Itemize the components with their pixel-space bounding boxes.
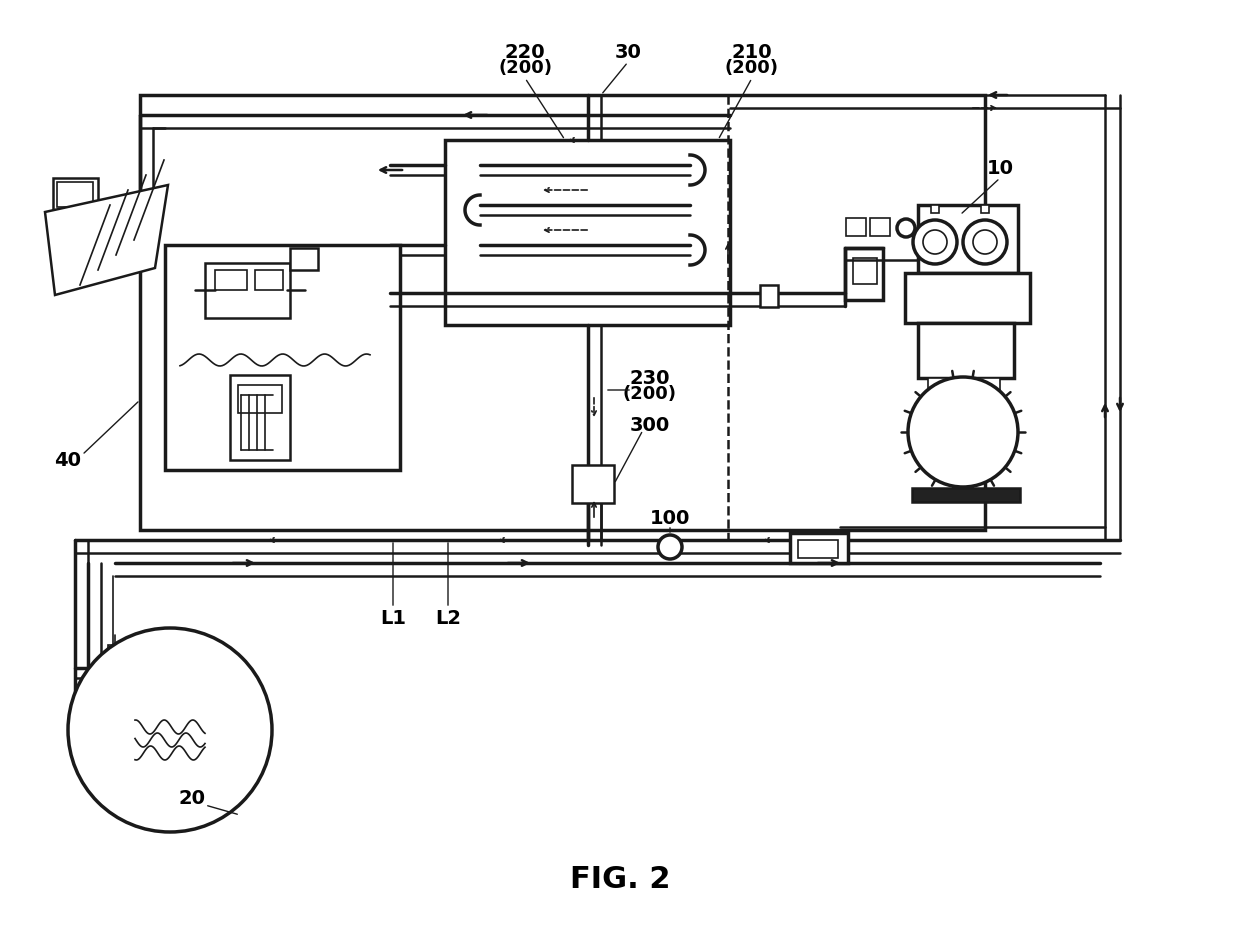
Text: 300: 300 — [630, 415, 670, 435]
Bar — [445, 140, 730, 325]
Bar — [290, 248, 317, 270]
Bar — [255, 270, 283, 290]
Text: FIG. 2: FIG. 2 — [569, 866, 671, 895]
Text: (200): (200) — [622, 385, 677, 403]
Bar — [131, 687, 202, 737]
Circle shape — [658, 535, 682, 559]
Circle shape — [908, 377, 1018, 487]
Bar — [53, 178, 98, 210]
Bar — [928, 378, 999, 426]
Circle shape — [897, 219, 915, 237]
Bar — [238, 385, 281, 413]
Bar — [760, 285, 777, 307]
Bar — [853, 258, 877, 284]
Bar — [918, 205, 1018, 273]
Bar — [205, 263, 290, 318]
Circle shape — [68, 628, 272, 832]
Text: 230: 230 — [630, 369, 671, 387]
Text: 210: 210 — [732, 43, 773, 61]
Bar — [918, 323, 1014, 378]
Bar — [165, 245, 401, 470]
Bar — [122, 678, 212, 746]
Bar — [572, 465, 614, 503]
Bar — [981, 205, 990, 213]
Bar — [905, 273, 1030, 323]
Bar — [870, 218, 890, 236]
Bar — [931, 205, 939, 213]
Text: 100: 100 — [650, 509, 691, 527]
Text: L2: L2 — [435, 608, 461, 628]
Bar — [911, 488, 1021, 502]
Bar — [140, 95, 985, 530]
Circle shape — [963, 220, 1007, 264]
Circle shape — [913, 220, 957, 264]
Bar — [108, 645, 122, 677]
Polygon shape — [45, 185, 167, 295]
Text: (200): (200) — [725, 59, 779, 77]
Text: 30: 30 — [615, 43, 641, 61]
Text: 40: 40 — [55, 451, 82, 469]
Text: 20: 20 — [179, 789, 206, 807]
Bar — [790, 533, 848, 563]
Bar — [799, 540, 838, 558]
Text: 10: 10 — [987, 159, 1013, 177]
Text: L1: L1 — [379, 608, 405, 628]
Circle shape — [973, 230, 997, 254]
Bar — [229, 375, 290, 460]
Circle shape — [923, 230, 947, 254]
Bar — [844, 248, 883, 300]
Bar — [846, 218, 866, 236]
Text: 220: 220 — [505, 43, 546, 61]
Bar — [215, 270, 247, 290]
Bar — [57, 182, 93, 207]
Text: (200): (200) — [498, 59, 552, 77]
